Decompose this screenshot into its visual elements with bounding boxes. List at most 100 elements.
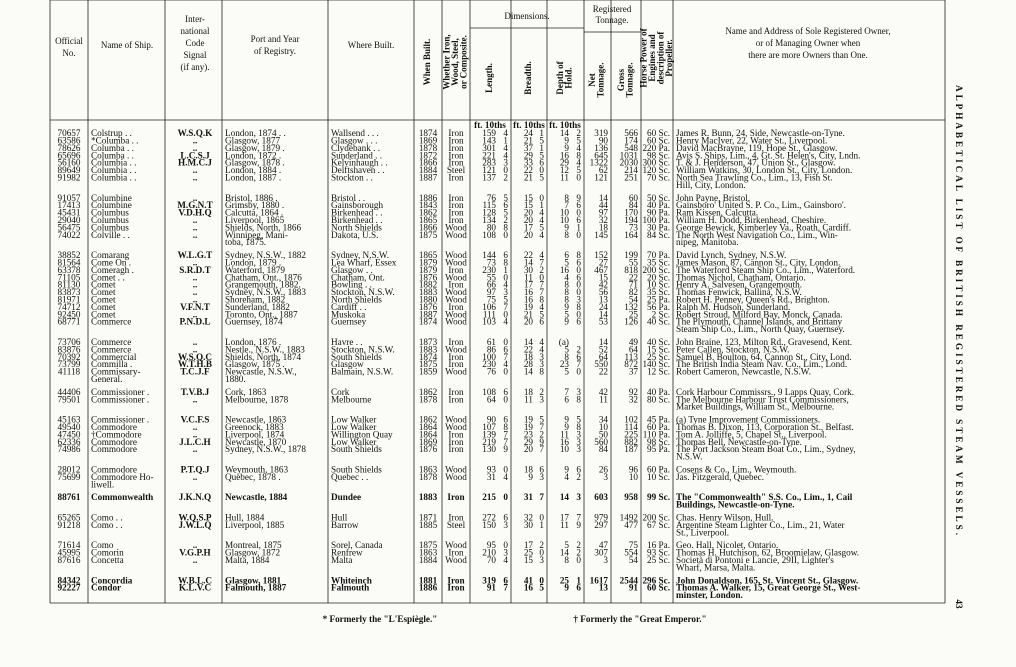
- depth-ft: 8: [564, 287, 569, 297]
- when-built: 1869: [419, 437, 438, 447]
- official-no: 56475: [58, 222, 81, 232]
- ship-name: Commerce: [91, 344, 131, 354]
- material: Wood: [445, 465, 467, 475]
- official-no: 17413: [58, 200, 81, 210]
- horse-power: 300 Sc.: [642, 158, 670, 168]
- breadth-tenths: 7: [539, 422, 544, 432]
- owner: John Payne, Bristol.: [676, 193, 750, 203]
- net-tonnage: 24: [599, 302, 609, 312]
- gross-tonnage: 566: [624, 128, 638, 138]
- breadth-ft: 15: [524, 200, 534, 210]
- where-built: Glasgow: [331, 359, 364, 369]
- owner: Hill, City, London.: [676, 180, 746, 190]
- net-tonnage: 53: [599, 317, 609, 327]
- depth-tenths: 3: [576, 444, 581, 454]
- length-tenths: 4: [503, 472, 508, 482]
- entry-group: 65265 Como . . W.Q.S.P Hull, 1884 Hull 1871 Ir…: [58, 513, 845, 538]
- depth-ft: 9: [564, 422, 569, 432]
- breadth-ft: 14: [524, 337, 534, 347]
- breadth-ft: 29: [524, 150, 534, 160]
- unit-label: ft. 10ths: [549, 120, 581, 130]
- where-built: Birkenhead . .: [331, 215, 383, 225]
- length-tenths: 1: [503, 136, 508, 146]
- column-header: Breadth.: [523, 61, 533, 95]
- column-header: Wood, Steel,: [450, 38, 460, 86]
- code-signal: P.T.Q.J: [181, 465, 210, 475]
- gross-tonnage: 82: [629, 287, 639, 297]
- length-tenths: 5: [503, 208, 508, 218]
- depth-tenths: 2: [576, 128, 581, 138]
- when-built: 1862: [419, 208, 438, 218]
- code-signal: ..: [193, 230, 198, 240]
- owner: The "Commonwealth" S.S. Co., Lim., 1, Ca…: [676, 492, 853, 502]
- column-header: description of: [655, 31, 665, 85]
- length-ft: 128: [482, 208, 496, 218]
- breadth-ft: 30: [524, 520, 534, 530]
- material: Iron: [448, 136, 464, 146]
- depth-tenths: 2: [576, 472, 581, 482]
- port-registry: Liverpool, 1865: [225, 215, 285, 225]
- when-built: 1881: [419, 575, 438, 585]
- material: Iron: [448, 302, 464, 312]
- gross-tonnage: 174: [624, 136, 638, 146]
- depth-tenths: 0: [576, 287, 581, 297]
- breadth-ft: 29: [524, 437, 534, 447]
- port-registry: London, 1876 .: [225, 337, 281, 347]
- code-signal: W.L.G.T: [178, 250, 213, 260]
- net-tonnage: 10: [599, 422, 609, 432]
- depth-tenths: 7: [576, 359, 581, 369]
- breadth-tenths: 4: [539, 215, 544, 225]
- horse-power: 40 Sc.: [647, 317, 670, 327]
- ship-name: Condor: [91, 583, 121, 593]
- where-built: Stockton . .: [331, 173, 373, 183]
- horse-power: 10 Sc.: [647, 472, 670, 482]
- code-signal: ..: [193, 472, 198, 482]
- port-registry: Guernsey, 1874: [225, 317, 283, 327]
- breadth-tenths: 4: [539, 208, 544, 218]
- when-built: 1865: [419, 215, 438, 225]
- breadth-ft: 11: [524, 272, 533, 282]
- length-tenths: 6: [503, 200, 508, 210]
- port-registry: London, 1879 .: [225, 258, 281, 268]
- breadth-ft: 19: [524, 415, 534, 425]
- owner: Thomas Fenwick, Ballina, N.S.W.: [676, 287, 802, 297]
- net-tonnage: 32: [599, 215, 609, 225]
- length-ft: 137: [482, 173, 496, 183]
- official-no: 73799: [58, 359, 81, 369]
- where-built: Kelvinhaugh . .: [331, 158, 388, 168]
- breadth-ft: 15: [524, 193, 534, 203]
- official-no: 83873: [58, 287, 81, 297]
- length-ft: 219: [482, 437, 496, 447]
- net-tonnage: 14: [599, 337, 609, 347]
- breadth-ft: 24: [524, 128, 534, 138]
- port-registry: Quebec, 1878 .: [225, 472, 281, 482]
- depth-tenths: 9: [576, 193, 581, 203]
- depth-ft: 9: [564, 415, 569, 425]
- owner: Jas. Fitzgerald, Quebec.: [676, 472, 764, 482]
- breadth-tenths: 2: [539, 387, 544, 397]
- column-header: Name and Address of Sole Registered Owne…: [725, 26, 890, 36]
- entry-group: 38852 Comarang W.L.G.T Sydney, N.S.W., 1882…: [58, 250, 856, 334]
- owner: David MacBrayne, 119, Hope St., Glasgow.: [676, 143, 837, 153]
- breadth-tenths: 4: [539, 230, 544, 240]
- net-tonnage: 319: [594, 128, 608, 138]
- length-tenths: 0: [503, 337, 508, 347]
- when-built: 1866: [419, 222, 438, 232]
- ship-name: Columba . .: [91, 143, 134, 153]
- port-registry: Liverpool, 1874: [225, 429, 285, 439]
- horse-power: 12 Sc.: [647, 367, 670, 377]
- horse-power: 16 Pa.: [647, 540, 670, 550]
- material: Iron: [448, 387, 464, 397]
- owner: Samuel B. Boulton, 64, Cannon St., City,…: [676, 352, 852, 362]
- column-header: Tonnage.: [595, 63, 605, 98]
- port-registry: Nestle., N.S.W., 1883: [225, 344, 305, 354]
- depth-ft: 11: [560, 429, 569, 439]
- length-ft: 301: [482, 143, 496, 153]
- where-built: Falmouth: [331, 583, 369, 593]
- when-built: 1882: [419, 280, 438, 290]
- depth-ft: 9: [564, 465, 569, 475]
- port-registry: Glasgow, 1878 .: [225, 158, 285, 168]
- port-registry: Glasgow, 1879 .: [225, 143, 285, 153]
- material: Iron: [448, 208, 464, 218]
- where-built: Guernsey: [331, 317, 367, 327]
